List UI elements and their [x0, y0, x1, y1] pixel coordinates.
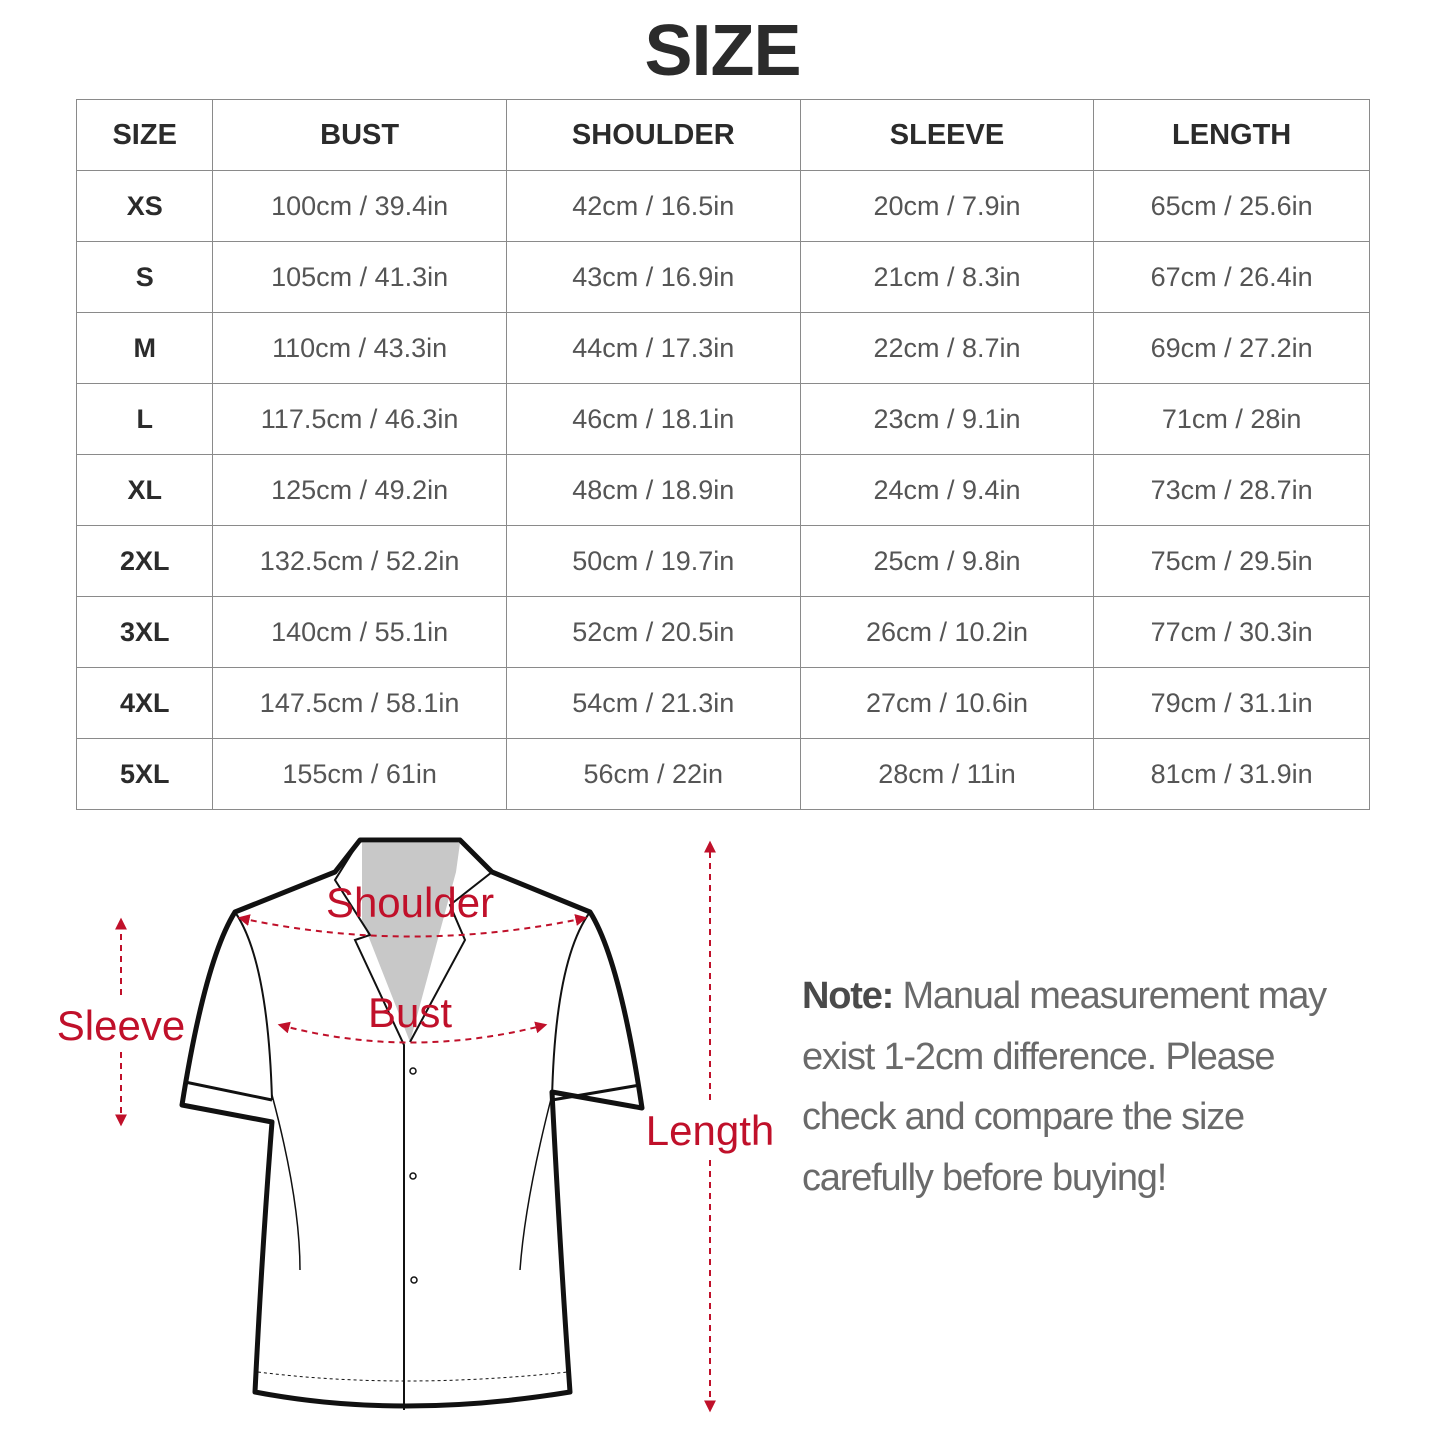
measurement-cell: 100cm / 39.4in	[212, 170, 507, 242]
measurement-cell: 67cm / 26.4in	[1093, 241, 1370, 313]
note-line: carefully before buying!	[802, 1156, 1167, 1199]
note-text: Note: Manual measurement may exist 1-2cm…	[802, 966, 1402, 1208]
note-line: check and compare the size	[802, 1096, 1245, 1138]
length-label: Length	[646, 1107, 774, 1154]
table-row: XS 100cm / 39.4in 42cm / 16.5in 20cm / 7.9i…	[75, 170, 1370, 242]
size-cell: M	[75, 312, 214, 384]
measurement-cell: 81cm / 31.9in	[1093, 738, 1370, 810]
note-line: exist 1-2cm difference. Please	[802, 1035, 1276, 1078]
sleeve-label: Sleeve	[57, 1002, 185, 1049]
table-row: L 117.5cm / 46.3in 46cm / 18.1in 23cm / 9.1…	[75, 383, 1370, 455]
measurement-cell: 52cm / 20.5in	[505, 596, 801, 668]
table-row: M 110cm / 43.3in 44cm / 17.3in 22cm / 8.7in…	[75, 312, 1370, 384]
button-icon	[410, 1276, 418, 1284]
table-header-row: SIZE BUST SHOULDER SLEEVE LENGTH	[75, 99, 1370, 171]
measurement-cell: 22cm / 8.7in	[799, 312, 1095, 384]
measurement-cell: 155cm / 61in	[212, 738, 507, 810]
table-row: XL 125cm / 49.2in 48cm / 18.9in 24cm / 9.4i…	[75, 454, 1370, 526]
measurement-cell: 46cm / 18.1in	[505, 383, 801, 455]
measurement-cell: 125cm / 49.2in	[212, 454, 507, 526]
measurement-cell: 27cm / 10.6in	[799, 667, 1095, 739]
measurement-cell: 44cm / 17.3in	[505, 312, 801, 384]
measurement-cell: 48cm / 18.9in	[505, 454, 801, 526]
column-header-size: SIZE	[75, 99, 214, 171]
measurement-cell: 25cm / 9.8in	[799, 525, 1095, 597]
measurement-cell: 110cm / 43.3in	[212, 312, 507, 384]
table-row: 3XL 140cm / 55.1in 52cm / 20.5in 26cm / 10.…	[75, 596, 1370, 668]
measurement-cell: 105cm / 41.3in	[212, 241, 507, 313]
note-label: Note:	[802, 975, 894, 1017]
table-row: S 105cm / 41.3in 43cm / 16.9in 21cm / 8.3in…	[75, 241, 1370, 313]
measurement-cell: 75cm / 29.5in	[1093, 525, 1370, 597]
size-cell: 5XL	[75, 738, 214, 810]
column-header-sleeve: SLEEVE	[799, 99, 1095, 171]
measurement-cell: 117.5cm / 46.3in	[212, 383, 507, 455]
measurement-cell: 69cm / 27.2in	[1093, 312, 1370, 384]
column-header-length: LENGTH	[1093, 99, 1370, 171]
size-cell: XL	[75, 454, 214, 526]
button-icon	[409, 1067, 417, 1075]
measurement-cell: 65cm / 25.6in	[1093, 170, 1370, 242]
bust-arrow-icon	[277, 1021, 548, 1044]
measurement-cell: 147.5cm / 58.1in	[212, 667, 507, 739]
table-row: 5XL 155cm / 61in 56cm / 22in 28cm / 11in 81c…	[75, 738, 1370, 810]
size-cell: S	[75, 241, 214, 313]
measurement-cell: 54cm / 21.3in	[505, 667, 801, 739]
measurement-cell: 71cm / 28in	[1093, 383, 1370, 455]
note-line: Manual measurement may	[902, 975, 1327, 1017]
measurement-cell: 43cm / 16.9in	[505, 241, 801, 313]
measurement-cell: 56cm / 22in	[505, 738, 801, 810]
size-cell: 3XL	[75, 596, 214, 668]
page-title: SIZE	[644, 11, 801, 91]
column-header-shoulder: SHOULDER	[505, 99, 801, 171]
measurement-cell: 20cm / 7.9in	[799, 170, 1095, 242]
size-table: SIZE BUST SHOULDER SLEEVE LENGTH XS 100cm / 3…	[75, 99, 1370, 810]
measurement-cell: 21cm / 8.3in	[799, 241, 1095, 313]
measurement-cell: 50cm / 19.7in	[505, 525, 801, 597]
shoulder-label: Shoulder	[326, 879, 494, 926]
measurement-cell: 28cm / 11in	[799, 738, 1095, 810]
bust-label: Bust	[368, 989, 452, 1036]
shirt-outline	[179, 837, 645, 1410]
table-row: 4XL 147.5cm / 58.1in 54cm / 21.3in 27cm / 1…	[75, 667, 1370, 739]
size-cell: 2XL	[75, 525, 214, 597]
shoulder-arrow-icon	[237, 914, 588, 938]
measurement-cell: 42cm / 16.5in	[505, 170, 801, 242]
measurement-cell: 26cm / 10.2in	[799, 596, 1095, 668]
measurement-cell: 77cm / 30.3in	[1093, 596, 1370, 668]
measurement-cell: 73cm / 28.7in	[1093, 454, 1370, 526]
size-cell: XS	[75, 170, 214, 242]
table-row: 2XL 132.5cm / 52.2in 50cm / 19.7in 25cm / 9…	[75, 525, 1370, 597]
button-icon	[409, 1172, 417, 1180]
measurement-cell: 140cm / 55.1in	[212, 596, 507, 668]
